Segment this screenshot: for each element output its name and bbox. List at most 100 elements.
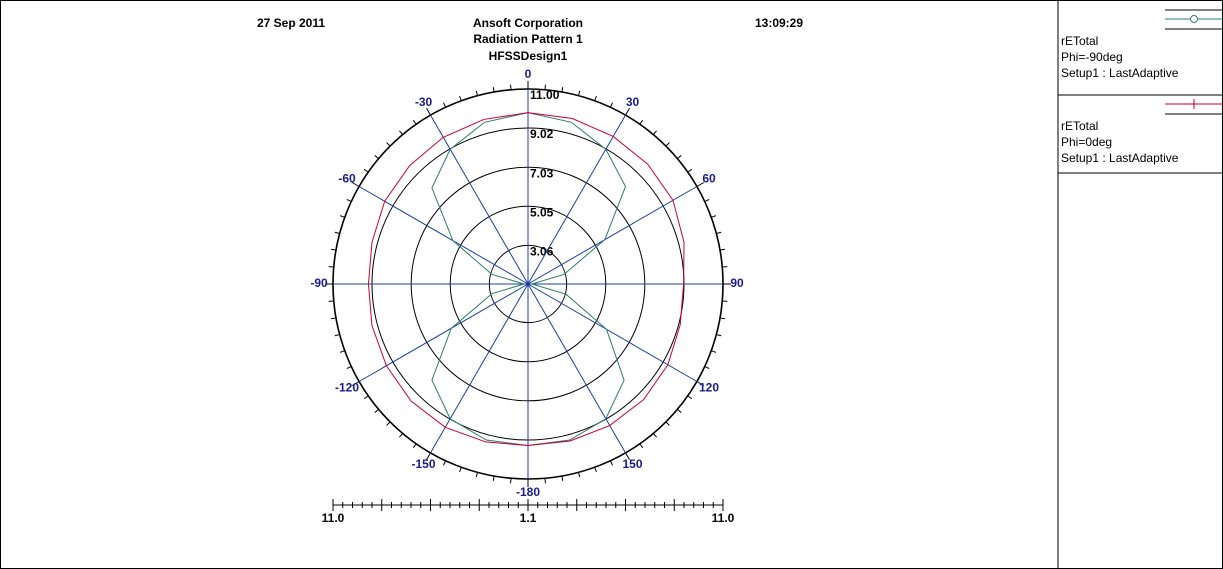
r-tick-label: 5.05 xyxy=(530,205,554,219)
minor-tick xyxy=(475,90,479,96)
spoke xyxy=(358,283,529,382)
minor-tick xyxy=(716,333,722,337)
scale-bar-label: 11.0 xyxy=(712,511,735,525)
chart-title: Radiation Pattern 1 xyxy=(473,32,583,46)
minor-tick xyxy=(443,460,447,466)
minor-tick xyxy=(696,182,705,187)
minor-tick xyxy=(687,168,693,173)
minor-tick xyxy=(426,107,431,116)
theta-tick-label: 150 xyxy=(622,457,642,471)
minor-tick xyxy=(677,155,682,160)
minor-tick xyxy=(609,102,613,108)
minor-tick xyxy=(399,130,404,135)
minor-tick xyxy=(330,317,337,320)
theta-tick-label: 60 xyxy=(702,172,716,186)
minor-tick xyxy=(475,472,479,478)
minor-tick xyxy=(374,155,379,160)
minor-tick xyxy=(492,475,495,482)
minor-tick xyxy=(639,443,644,449)
legend-label: Phi=0deg xyxy=(1061,135,1112,149)
minor-tick xyxy=(339,350,345,353)
legend-marker xyxy=(1190,15,1198,23)
minor-tick xyxy=(374,408,379,413)
minor-tick xyxy=(687,395,693,400)
minor-tick xyxy=(625,452,630,461)
spoke xyxy=(430,283,529,454)
theta-tick-label: 0 xyxy=(525,67,532,81)
legend-label: rETotal xyxy=(1061,34,1098,48)
minor-tick xyxy=(351,381,360,386)
theta-tick-label: -90 xyxy=(310,276,328,290)
minor-tick xyxy=(665,421,670,426)
r-tick-label: 9.02 xyxy=(530,127,554,141)
minor-tick xyxy=(334,333,340,337)
minor-tick xyxy=(561,86,564,93)
r-tick-label: 11.00 xyxy=(530,88,560,102)
minor-tick xyxy=(459,467,462,473)
minor-tick xyxy=(704,199,710,203)
minor-tick xyxy=(594,467,597,473)
theta-tick-label: -120 xyxy=(335,381,359,395)
minor-tick xyxy=(665,142,670,147)
minor-tick xyxy=(677,408,682,413)
theta-tick-label: -180 xyxy=(516,485,540,499)
minor-tick xyxy=(609,460,613,466)
theta-tick-label: -60 xyxy=(338,172,356,186)
minor-tick xyxy=(386,421,391,426)
legend-label: Setup1 : LastAdaptive xyxy=(1061,151,1179,165)
minor-tick xyxy=(426,452,431,461)
r-tick-label: 7.03 xyxy=(530,166,554,180)
minor-tick xyxy=(346,199,352,203)
legend-label: Phi=-90deg xyxy=(1061,50,1123,64)
minor-tick xyxy=(443,102,447,108)
theta-tick-label: -30 xyxy=(415,95,433,109)
scale-bar-label: 1.1 xyxy=(520,511,537,525)
minor-tick xyxy=(351,182,360,187)
minor-tick xyxy=(346,365,352,369)
theta-tick-label: 90 xyxy=(730,276,744,290)
minor-tick xyxy=(719,248,726,251)
spoke xyxy=(527,283,698,382)
minor-tick xyxy=(711,215,717,218)
minor-tick xyxy=(716,231,722,235)
minor-tick xyxy=(639,119,644,125)
design-name: HFSSDesign1 xyxy=(489,49,568,63)
company: Ansoft Corporation xyxy=(473,16,583,30)
spoke xyxy=(527,283,626,454)
trace xyxy=(367,112,685,447)
minor-tick xyxy=(363,168,369,173)
spoke xyxy=(527,114,626,285)
r-tick-label: 3.06 xyxy=(530,245,554,259)
minor-tick xyxy=(561,475,564,482)
theta-tick-label: 30 xyxy=(626,95,640,109)
spoke xyxy=(430,114,529,285)
theta-tick-label: 120 xyxy=(699,381,719,395)
minor-tick xyxy=(363,395,369,400)
minor-tick xyxy=(386,142,391,147)
minor-tick xyxy=(412,119,417,125)
spoke xyxy=(527,186,698,285)
minor-tick xyxy=(652,130,657,135)
minor-tick xyxy=(696,381,705,386)
minor-tick xyxy=(594,95,597,101)
minor-tick xyxy=(399,433,404,438)
minor-tick xyxy=(339,215,345,218)
legend-label: Setup1 : LastAdaptive xyxy=(1061,66,1179,80)
legend-label: rETotal xyxy=(1061,119,1098,133)
minor-tick xyxy=(652,433,657,438)
minor-tick xyxy=(492,86,495,93)
date: 27 Sep 2011 xyxy=(257,16,325,30)
minor-tick xyxy=(719,317,726,320)
minor-tick xyxy=(577,90,581,96)
minor-tick xyxy=(704,365,710,369)
scale-bar-label: 11.0 xyxy=(322,511,345,525)
theta-tick-label: -150 xyxy=(411,457,435,471)
minor-tick xyxy=(334,231,340,235)
spoke xyxy=(358,186,529,285)
minor-tick xyxy=(459,95,462,101)
minor-tick xyxy=(330,248,337,251)
minor-tick xyxy=(711,350,717,353)
minor-tick xyxy=(412,443,417,449)
minor-tick xyxy=(625,107,630,116)
